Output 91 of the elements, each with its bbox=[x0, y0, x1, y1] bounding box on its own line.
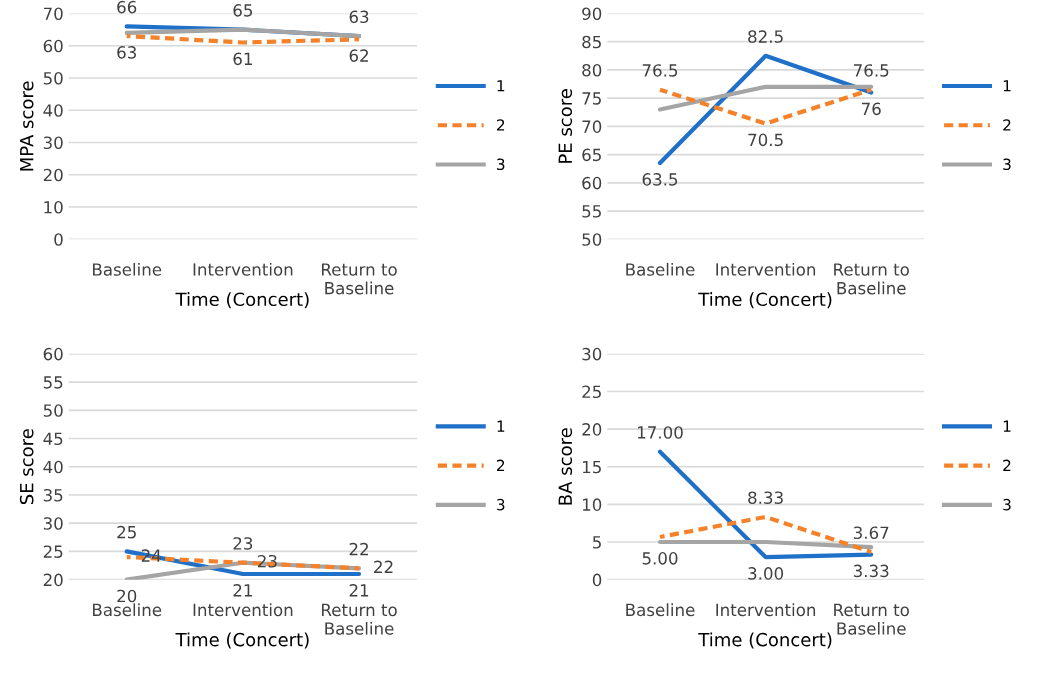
y-tick-label: 40 bbox=[43, 460, 63, 474]
y-tick-label: 55 bbox=[43, 376, 63, 389]
legend-label: 2 bbox=[1003, 119, 1011, 131]
legend-label: 3 bbox=[1003, 158, 1011, 171]
y-tick-label: 10 bbox=[582, 498, 602, 511]
data-label: 22 bbox=[374, 560, 393, 573]
data-label: 17.00 bbox=[637, 426, 683, 439]
x-tick-label: Baseline bbox=[93, 262, 162, 276]
data-label: 3.00 bbox=[748, 567, 784, 580]
x-axis-title: Time (Concert) bbox=[698, 632, 832, 649]
y-tick-label: 80 bbox=[582, 63, 602, 77]
y-axis-title: PE score bbox=[558, 89, 573, 163]
y-tick-label: 25 bbox=[43, 545, 63, 558]
y-tick-label: 10 bbox=[44, 200, 63, 214]
y-tick-label: 90 bbox=[582, 7, 602, 21]
data-label: 82.5 bbox=[748, 30, 783, 43]
data-label: 66 bbox=[117, 0, 137, 14]
x-tick-label: Baseline bbox=[626, 262, 695, 276]
y-tick-label: 5 bbox=[593, 536, 601, 549]
y-tick-label: 40 bbox=[43, 104, 63, 117]
data-label: 63 bbox=[117, 46, 136, 59]
y-tick-label: 20 bbox=[43, 168, 63, 182]
legend-label: 3 bbox=[1003, 498, 1011, 511]
y-tick-label: 75 bbox=[582, 92, 601, 105]
data-label: 20 bbox=[117, 589, 137, 603]
y-tick-label: 60 bbox=[43, 347, 63, 361]
x-tick-label: Return to Baseline bbox=[834, 263, 909, 295]
legend-label: 1 bbox=[497, 80, 505, 92]
data-label: 8.33 bbox=[748, 491, 783, 504]
data-label: 25 bbox=[117, 525, 136, 539]
y-tick-label: 70 bbox=[582, 120, 602, 133]
data-label: 70.5 bbox=[748, 133, 783, 147]
y-tick-label: 20 bbox=[43, 573, 63, 587]
legend-label: 2 bbox=[497, 119, 505, 131]
data-label: 65 bbox=[233, 4, 253, 17]
y-tick-label: 30 bbox=[43, 136, 63, 150]
legend-label: 1 bbox=[1003, 80, 1011, 92]
legend-label: 1 bbox=[497, 420, 505, 432]
y-axis-title: SE score bbox=[19, 429, 34, 505]
data-label: 76.5 bbox=[854, 64, 889, 77]
x-tick-label: Intervention bbox=[716, 603, 816, 617]
y-tick-label: 65 bbox=[582, 148, 601, 162]
y-tick-label: 60 bbox=[43, 39, 63, 53]
x-tick-label: Return to Baseline bbox=[834, 603, 909, 635]
x-tick-label: Intervention bbox=[193, 603, 293, 617]
data-label: 62 bbox=[349, 49, 368, 62]
y-tick-label: 25 bbox=[582, 385, 601, 399]
y-tick-label: 50 bbox=[43, 404, 63, 417]
legend-label: 3 bbox=[497, 498, 505, 511]
y-tick-label: 30 bbox=[43, 517, 63, 530]
y-axis-title: BA score bbox=[558, 428, 573, 505]
legend-label: 2 bbox=[497, 459, 505, 471]
data-label: 21 bbox=[233, 584, 252, 597]
data-label: 61 bbox=[233, 52, 252, 66]
data-label: 63.5 bbox=[642, 173, 678, 186]
data-label: 63 bbox=[349, 10, 369, 24]
x-tick-label: Return to Baseline bbox=[322, 603, 397, 635]
legend-label: 2 bbox=[1003, 459, 1011, 471]
x-tick-label: Intervention bbox=[193, 262, 293, 276]
y-tick-label: 15 bbox=[582, 460, 601, 474]
y-tick-label: 70 bbox=[43, 7, 63, 21]
data-label: 3.67 bbox=[853, 526, 889, 540]
y-tick-label: 20 bbox=[582, 423, 602, 436]
y-tick-label: 60 bbox=[582, 176, 602, 190]
y-tick-label: 30 bbox=[582, 347, 602, 361]
x-axis-title: Time (Concert) bbox=[175, 292, 309, 309]
y-tick-label: 0 bbox=[592, 573, 602, 587]
x-tick-label: Baseline bbox=[626, 603, 695, 617]
legend-label: 3 bbox=[497, 158, 505, 171]
x-axis-title: Time (Concert) bbox=[698, 292, 832, 309]
x-tick-label: Return to Baseline bbox=[322, 263, 397, 295]
data-label: 24 bbox=[141, 549, 161, 562]
data-label: 23 bbox=[233, 537, 253, 550]
legend-label: 1 bbox=[1003, 420, 1011, 432]
x-tick-label: Baseline bbox=[93, 603, 162, 617]
data-label: 22 bbox=[349, 542, 368, 556]
y-tick-label: 0 bbox=[54, 233, 63, 246]
data-label: 21 bbox=[349, 584, 369, 597]
y-axis-title: MPA score bbox=[20, 81, 34, 171]
data-label: 76.5 bbox=[642, 64, 678, 77]
x-axis-title: Time (Concert) bbox=[175, 632, 309, 649]
data-label: 76 bbox=[861, 102, 881, 116]
y-tick-label: 50 bbox=[582, 233, 602, 246]
y-tick-label: 35 bbox=[43, 488, 63, 502]
data-label: 5.00 bbox=[642, 552, 678, 565]
y-tick-label: 85 bbox=[582, 35, 601, 49]
x-tick-label: Intervention bbox=[716, 262, 816, 276]
y-tick-label: 50 bbox=[43, 71, 63, 85]
y-tick-label: 55 bbox=[582, 205, 601, 218]
data-label: 3.33 bbox=[853, 564, 889, 578]
y-tick-label: 45 bbox=[43, 432, 63, 446]
